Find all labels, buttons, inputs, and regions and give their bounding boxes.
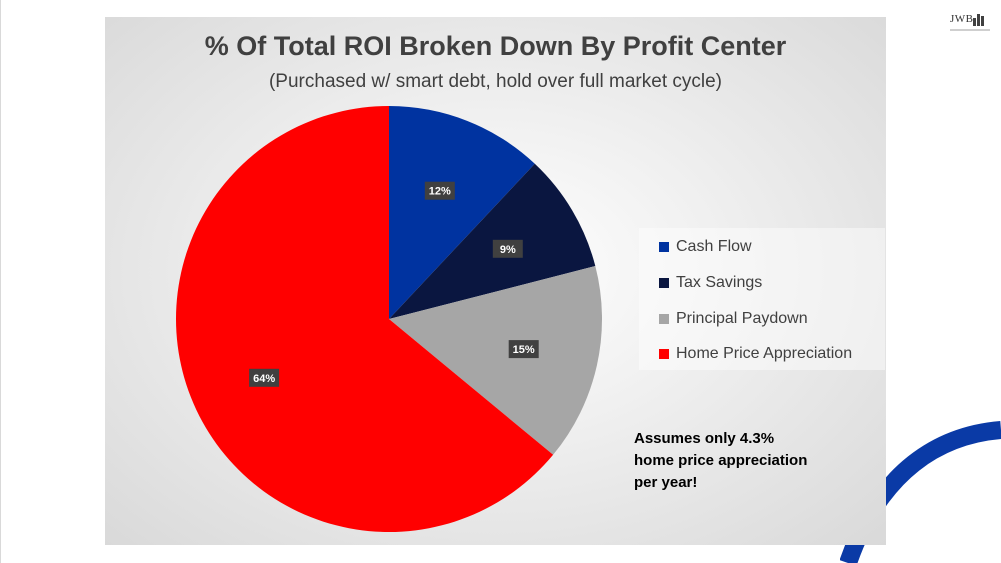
data-label-text: 12% (429, 186, 451, 198)
note-line: home price appreciation (634, 452, 808, 469)
jwb-logo: JWB (950, 10, 990, 34)
legend-item-cash-flow: Cash Flow (659, 237, 752, 257)
note-line: per year! (634, 474, 698, 491)
data-label-background (249, 368, 280, 387)
legend-swatch (659, 314, 669, 324)
chart-title: % Of Total ROI Broken Down By Profit Cen… (204, 31, 787, 61)
legend-swatch (659, 349, 669, 359)
slide-left-edge (0, 0, 1, 563)
legend-label: Tax Savings (676, 274, 763, 291)
appreciation-note: Assumes only 4.3% home price appreciatio… (634, 428, 874, 494)
legend-label: Principal Paydown (676, 310, 808, 327)
note-line: Assumes only 4.3% (634, 430, 775, 447)
pie-chart: 12% 9% 15% 64% (175, 106, 603, 532)
logo-underline (950, 29, 990, 31)
building-icon (973, 14, 984, 26)
legend-label: Home Price Appreciation (676, 345, 853, 362)
chart-area: % Of Total ROI Broken Down By Profit Cen… (105, 17, 886, 545)
legend-item-principal-paydown: Principal Paydown (659, 309, 808, 329)
data-label-background (424, 181, 455, 200)
legend-swatch (659, 242, 669, 252)
pie-slice-tax-savings (389, 163, 596, 319)
pie-slice-home-price-appreciation (175, 106, 554, 532)
data-label-principal-paydown: 15% (508, 340, 539, 359)
data-label-tax-savings: 9% (492, 239, 523, 258)
legend-item-tax-savings: Tax Savings (659, 273, 762, 293)
chart-legend: Cash Flow Tax Savings Principal Paydown … (639, 228, 885, 370)
data-label-text: 15% (513, 344, 535, 356)
legend-swatch (659, 278, 669, 288)
pie-slice-principal-paydown (389, 266, 603, 455)
chart-subtitle: (Purchased w/ smart debt, hold over full… (268, 71, 722, 92)
data-label-background (508, 340, 539, 359)
legend-item-home-price-appreciation: Home Price Appreciation (659, 344, 852, 364)
pie-slice-cash-flow (389, 106, 535, 319)
data-label-text: 64% (253, 373, 275, 385)
data-label-background (492, 239, 523, 258)
data-label-text: 9% (500, 244, 516, 256)
legend-label: Cash Flow (676, 238, 752, 255)
data-label-cash-flow: 12% (424, 181, 455, 200)
logo-text: JWB (950, 13, 974, 25)
data-label-home-price-appreciation: 64% (249, 368, 280, 387)
